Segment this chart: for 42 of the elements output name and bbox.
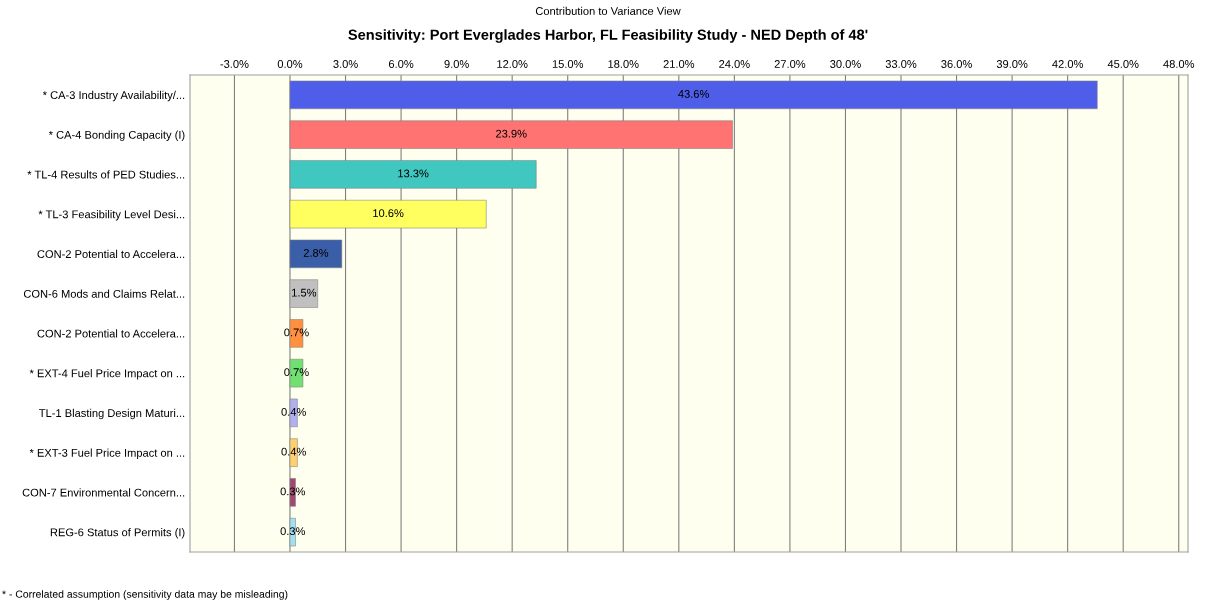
x-tick-label: 30.0%: [830, 60, 861, 68]
data-label: 1.5%: [292, 288, 317, 297]
x-tick-label: 21.0%: [663, 60, 695, 68]
y-tick-label: CON-7 Environmental Concern...: [22, 488, 185, 497]
data-label: 23.9%: [496, 129, 527, 138]
data-label: 0.4%: [281, 447, 306, 456]
x-tick-label: 24.0%: [719, 60, 750, 68]
y-tick-label: * CA-4 Bonding Capacity (I): [48, 130, 185, 141]
x-tick-label: 48.0%: [1163, 60, 1195, 68]
chart-subtitle: Sensitivity: Port Everglades Harbor, FL Feasibility Study - NED Depth of 48': [348, 29, 868, 43]
text: * - Correlated assumption (sensitivity data may be misleading): [2, 590, 288, 600]
x-tick-label: 12.0%: [497, 60, 528, 68]
x-tick-label: 18.0%: [608, 60, 639, 68]
data-label: 2.8%: [303, 248, 329, 257]
x-tick-label: 27.0%: [774, 60, 806, 68]
x-tick-label: 39.0%: [996, 60, 1028, 68]
x-tick-label: 33.0%: [885, 60, 917, 68]
chart-title: Contribution to Variance View: [535, 6, 681, 15]
x-tick-label: 3.0%: [333, 60, 358, 68]
data-label: 43.6%: [678, 89, 709, 98]
y-tick-label: REG-6 Status of Permits (I): [50, 528, 185, 539]
y-tick-label: CON-2 Potential to Accelera...: [37, 249, 185, 259]
x-tick-label: 42.0%: [1052, 60, 1084, 68]
y-tick-label: * TL-4 Results of PED Studies...: [27, 170, 185, 179]
x-tick-label: 0.0%: [277, 60, 303, 68]
data-label: 13.3%: [398, 169, 429, 178]
data-label: 10.6%: [373, 209, 404, 218]
x-tick-label: 6.0%: [388, 60, 414, 68]
x-tick-label: 15.0%: [552, 60, 584, 68]
x-tick-label: 45.0%: [1107, 60, 1139, 68]
y-tick-label: * EXT-4 Fuel Price Impact on ...: [29, 369, 185, 380]
data-label: 0.4%: [281, 407, 306, 416]
x-tick-label: 9.0%: [444, 60, 469, 68]
x-tick-label: -3.0%: [220, 60, 249, 68]
y-tick-label: * TL-3 Feasibility Level Desi...: [38, 210, 185, 221]
y-tick-label: * CA-3 Industry Availability/...: [42, 90, 185, 102]
y-tick-label: CON-2 Potential to Accelera...: [37, 329, 185, 338]
y-tick-label: TL-1 Blasting Design Maturi...: [39, 408, 185, 420]
y-tick-label: CON-6 Mods and Claims Relat...: [23, 289, 185, 298]
data-label: 0.3%: [280, 527, 306, 536]
x-tick-label: 36.0%: [941, 60, 972, 68]
y-tick-label: * EXT-3 Fuel Price Impact on ...: [29, 448, 185, 459]
